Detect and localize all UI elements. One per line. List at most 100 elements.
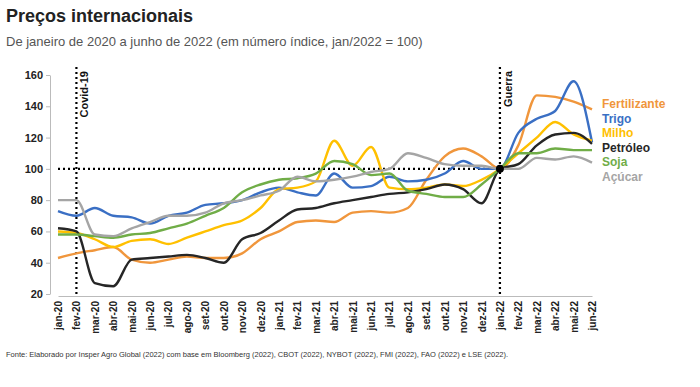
y-tick: 80 xyxy=(31,194,50,206)
x-tick-label: fev-22 xyxy=(513,301,524,330)
y-tick: 120 xyxy=(25,132,50,144)
y-tick-mark xyxy=(46,231,50,232)
x-tick-label: dez-20 xyxy=(256,301,267,333)
y-tick-mark xyxy=(46,169,50,170)
x-tick: ago-21 xyxy=(403,301,414,334)
x-tick-label: mar-20 xyxy=(90,301,101,334)
y-tick-mark xyxy=(46,294,50,295)
legend-entry: Trigo xyxy=(602,112,631,126)
legend-entry: Fertilizante xyxy=(602,97,666,111)
x-axis-line xyxy=(59,296,593,297)
y-tick-mark xyxy=(46,106,50,107)
y-tick-label: 20 xyxy=(31,288,43,300)
y-tick-label: 80 xyxy=(31,194,43,206)
x-tick: mar-21 xyxy=(311,301,322,334)
x-tick-label: ago-20 xyxy=(182,301,193,334)
reference-point xyxy=(496,165,504,173)
x-tick-label: mai-20 xyxy=(127,301,138,333)
y-tick-label: 100 xyxy=(25,163,43,175)
y-tick: 20 xyxy=(31,288,50,300)
title: Preços internacionais xyxy=(6,6,193,26)
x-tick: dez-21 xyxy=(477,301,488,333)
x-tick: nov-20 xyxy=(237,301,248,334)
x-tick: mai-21 xyxy=(348,301,359,333)
series-line xyxy=(58,81,592,223)
chart: Preços internacionais De janeiro de 2020 … xyxy=(0,0,700,387)
x-tick: jul-21 xyxy=(384,301,395,329)
x-tick-label: abr-21 xyxy=(329,301,340,331)
series-line xyxy=(58,95,592,262)
x-tick: out-21 xyxy=(440,301,451,331)
x-tick: mai-20 xyxy=(127,301,138,333)
x-tick: abr-20 xyxy=(108,301,119,331)
x-tick-label: mar-22 xyxy=(532,301,543,334)
y-tick-mark xyxy=(46,200,50,201)
y-tick: 60 xyxy=(31,225,50,237)
x-tick: ago-20 xyxy=(182,301,193,334)
x-tick-label: fev-21 xyxy=(292,301,303,330)
x-tick-label: jun-20 xyxy=(145,301,156,332)
y-axis: 20 40 60 80 100 120 140 160 xyxy=(25,69,51,300)
y-tick-mark xyxy=(46,263,50,264)
x-tick: set-20 xyxy=(200,301,211,330)
legend-entry: Açúcar xyxy=(602,170,643,184)
y-tick-label: 40 xyxy=(31,257,43,269)
x-tick: jul-20 xyxy=(163,301,174,329)
y-tick-label: 160 xyxy=(25,69,43,81)
source: Fonte: Elaborado por Insper Agro Global … xyxy=(6,350,508,359)
series-lines xyxy=(58,81,592,286)
legend: FertilizanteTrigoMilhoPetróleoSojaAçúcar xyxy=(602,97,666,184)
x-tick: abr-21 xyxy=(329,301,340,331)
x-tick-label: ago-21 xyxy=(403,301,414,334)
legend-entry: Petróleo xyxy=(602,141,650,155)
x-tick: fev-20 xyxy=(71,301,82,330)
event-label: Covid-19 xyxy=(78,71,90,117)
x-tick-label: jan-21 xyxy=(274,301,285,331)
series-line xyxy=(58,153,592,236)
event-line xyxy=(75,67,77,294)
legend-entry: Milho xyxy=(602,126,633,140)
y-axis-line xyxy=(50,76,51,295)
event-line xyxy=(499,67,501,294)
y-tick: 100 xyxy=(25,163,50,175)
x-tick: mar-22 xyxy=(532,301,543,334)
x-tick: jun-21 xyxy=(366,301,377,332)
x-tick-label: jun-22 xyxy=(587,301,598,332)
x-tick: nov-21 xyxy=(458,301,469,334)
legend-entry: Soja xyxy=(602,155,628,169)
x-tick: jan-22 xyxy=(495,301,506,331)
y-tick-label: 120 xyxy=(25,132,43,144)
x-tick-label: mai-22 xyxy=(569,301,580,333)
y-tick-label: 140 xyxy=(25,100,43,112)
x-tick: set-21 xyxy=(421,301,432,330)
x-tick: jun-20 xyxy=(145,301,156,332)
x-tick-label: abr-20 xyxy=(108,301,119,331)
x-tick-label: fev-20 xyxy=(71,301,82,330)
x-tick-label: out-20 xyxy=(219,301,230,331)
y-tick: 140 xyxy=(25,100,50,112)
y-tick-mark xyxy=(46,75,50,76)
x-tick-label: abr-22 xyxy=(550,301,561,331)
y-tick-label: 60 xyxy=(31,225,43,237)
x-tick-label: out-21 xyxy=(440,301,451,331)
subtitle: De janeiro de 2020 a junho de 2022 (em n… xyxy=(6,34,423,49)
x-tick: jan-21 xyxy=(274,301,285,331)
x-tick-label: nov-21 xyxy=(458,301,469,334)
x-tick: mai-22 xyxy=(569,301,580,333)
x-tick: dez-20 xyxy=(256,301,267,333)
x-tick: mar-20 xyxy=(90,301,101,334)
x-tick-label: jul-20 xyxy=(163,301,174,329)
series-line xyxy=(58,133,592,286)
x-tick: jan-20 xyxy=(53,301,64,331)
x-tick-label: set-20 xyxy=(200,301,211,330)
x-tick-label: mai-21 xyxy=(348,301,359,333)
x-tick-label: set-21 xyxy=(421,301,432,330)
x-tick: jun-22 xyxy=(587,301,598,332)
y-tick-mark xyxy=(46,138,50,139)
x-tick: fev-21 xyxy=(292,301,303,330)
x-tick-label: jan-22 xyxy=(495,301,506,331)
series-line xyxy=(58,122,592,247)
x-tick-label: mar-21 xyxy=(311,301,322,334)
x-tick: out-20 xyxy=(219,301,230,331)
x-tick: fev-22 xyxy=(513,301,524,330)
